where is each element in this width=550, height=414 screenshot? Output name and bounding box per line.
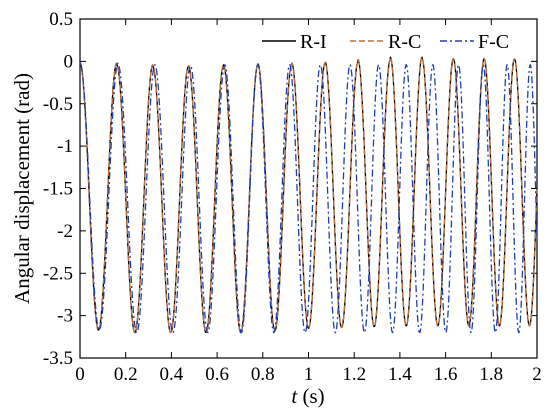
axis-ticks: 0 0.2 0.4 0.6 0.8 1 1.2 1.4 1.6 1.8 2 0.5 0 -0.5 -1 -1.…: [43, 9, 542, 385]
x-tick-label: 0.6: [205, 364, 229, 385]
x-axis-title: t (s): [291, 384, 324, 408]
x-tick-label: 0.2: [114, 364, 138, 385]
x-tick-label: 0.4: [160, 364, 184, 385]
x-tick-label: 1.6: [434, 364, 458, 385]
x-tick-label: 1.4: [388, 364, 412, 385]
y-tick-label: -1.5: [43, 179, 73, 200]
y-tick-label: -2.5: [43, 263, 73, 284]
legend-label-r-i: R-I: [300, 31, 327, 53]
series-line-f-c: [79, 62, 538, 334]
y-tick-label: -2: [57, 221, 73, 242]
x-tick-label: 0.8: [251, 364, 275, 385]
x-axis-title-symbol: t: [291, 384, 298, 408]
x-tick-label: 0: [75, 364, 85, 385]
y-tick-label: -3.5: [43, 348, 73, 369]
y-tick-label: 0: [64, 51, 74, 72]
x-tick-label: 1.2: [342, 364, 366, 385]
y-tick-label: 0.5: [49, 9, 73, 30]
x-tick-label: 1: [304, 364, 314, 385]
x-tick-label: 2: [532, 364, 542, 385]
x-tick-label: 1.8: [479, 364, 503, 385]
legend-label-f-c: F-C: [478, 31, 509, 53]
y-tick-label: -3: [57, 306, 73, 327]
legend: R-I R-C F-C: [262, 31, 509, 53]
y-tick-label: -0.5: [43, 94, 73, 115]
y-axis-title: Angular displacement (rad): [10, 73, 34, 304]
series-line-r-c: [79, 56, 538, 334]
x-axis-title-unit: (s): [297, 384, 324, 408]
series-lines: [79, 56, 538, 334]
legend-label-r-c: R-C: [388, 31, 421, 53]
y-tick-label: -1: [57, 136, 73, 157]
